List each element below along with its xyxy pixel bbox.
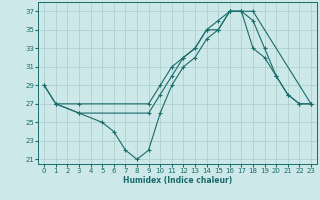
X-axis label: Humidex (Indice chaleur): Humidex (Indice chaleur)	[123, 176, 232, 185]
